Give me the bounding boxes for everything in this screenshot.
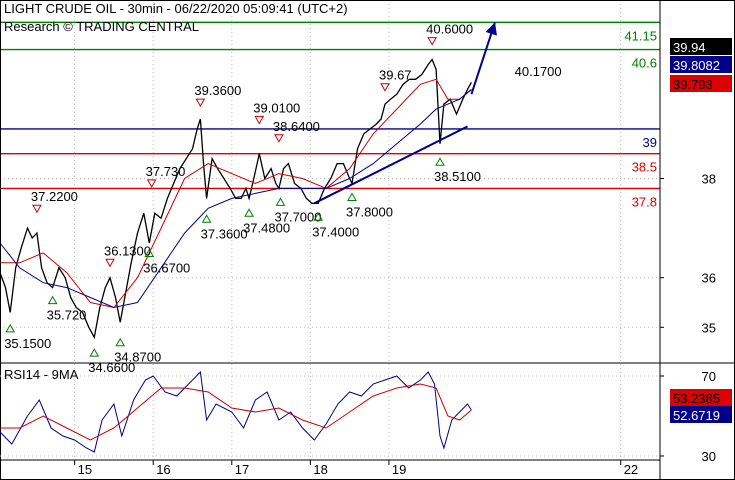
projection-arrow-head <box>485 22 497 36</box>
projection-arrow-shaft <box>470 22 496 95</box>
price-tag-label: 39.793 <box>673 77 713 92</box>
fast-ma-line <box>0 78 472 309</box>
pivot-high-label: 40.6000 <box>426 22 473 37</box>
pivot-low-marker <box>435 157 445 166</box>
pivot-low-label: 38.5100 <box>434 169 481 184</box>
price-tag <box>670 38 732 55</box>
pivot-low-label: 37.8000 <box>346 204 393 219</box>
pivot-low-marker <box>144 248 155 257</box>
level-label: 40.6 <box>632 56 657 71</box>
pivot-high-marker <box>105 258 115 268</box>
price-line <box>0 58 472 340</box>
pivot-high-label: 39.3600 <box>194 83 241 98</box>
pivot-low-label: 37.3600 <box>201 226 248 241</box>
price-tag-label: 39.8082 <box>673 58 720 73</box>
level-label: 41.15 <box>624 28 657 43</box>
pivot-high-marker <box>380 83 390 92</box>
price-tag <box>670 56 732 73</box>
rsi-tag-label: 53.2385 <box>673 391 720 406</box>
rsi-tag <box>670 389 732 406</box>
pivot-low-marker <box>89 348 100 357</box>
pivot-low-marker <box>201 214 212 223</box>
price-tick-label: 38 <box>702 172 716 187</box>
pivot-high-marker <box>254 115 265 125</box>
pivot-low-label: 37.7000 <box>275 209 322 224</box>
rsi-panel-title: RSI14 - 9MA <box>4 367 79 382</box>
pivot-high-label: 38.6400 <box>273 119 320 134</box>
trendline <box>313 125 468 205</box>
pivot-low-label: 34.8700 <box>114 350 161 365</box>
level-label: 39 <box>643 135 657 150</box>
chart-subtitle: Research © TRADING CENTRAL <box>4 19 199 34</box>
time-tick-label: 22 <box>624 462 638 477</box>
pivot-high-label: 36.1300 <box>104 243 151 258</box>
pivot-low-label: 37.4000 <box>312 224 359 239</box>
pivot-low-label: 37.4800 <box>243 220 290 235</box>
pivot-low-marker <box>115 337 126 347</box>
pivot-low-label: 35.720 <box>47 308 87 323</box>
price-tick-label: 36 <box>702 271 716 286</box>
pivot-high-label: 39.67 <box>379 68 412 83</box>
pivot-low-label: 35.1500 <box>4 336 51 351</box>
pivot-low-marker <box>244 208 254 217</box>
slow-ma-line <box>0 88 472 309</box>
pivot-low-marker <box>313 212 324 221</box>
pivot-low-label: 34.6600 <box>88 360 135 375</box>
pivot-low-marker <box>347 192 357 201</box>
pivot-low-marker <box>47 295 58 305</box>
time-tick-label: 15 <box>78 462 92 477</box>
pivot-high-marker <box>274 134 284 143</box>
rsi-tag <box>670 406 732 423</box>
price-tag <box>670 75 732 92</box>
time-tick-label: 16 <box>156 462 170 477</box>
pivot-high-marker <box>195 98 206 108</box>
level-label: 37.8 <box>632 194 657 209</box>
pivot-low-label: 36.6700 <box>143 260 190 275</box>
level-annotation-label: 40.1700 <box>515 64 562 79</box>
time-tick-label: 18 <box>313 462 327 477</box>
rsi-tick-label: 70 <box>702 369 716 384</box>
rsi-tick-label: 30 <box>702 449 716 464</box>
chart-title: LIGHT CRUDE OIL - 30min - 06/22/2020 05:… <box>4 1 348 16</box>
pivot-high-marker <box>427 37 438 46</box>
pivot-high-label: 37.730 <box>146 164 186 179</box>
pivot-high-label: 37.2200 <box>31 189 78 204</box>
pivot-high-label: 39.0100 <box>253 100 300 115</box>
rsi-tag-label: 52.6719 <box>673 408 720 423</box>
price-tick-label: 35 <box>702 320 716 335</box>
pivot-high-marker <box>146 179 157 188</box>
level-label: 38.5 <box>632 160 657 175</box>
rsi-ma-line <box>0 383 472 441</box>
rsi-line <box>0 370 472 453</box>
time-tick-label: 19 <box>392 462 406 477</box>
pivot-low-marker <box>275 197 286 206</box>
time-tick-label: 17 <box>235 462 249 477</box>
price-tag-label: 39.94 <box>673 40 706 55</box>
pivot-low-marker <box>5 323 16 333</box>
pivot-high-marker <box>32 204 42 214</box>
